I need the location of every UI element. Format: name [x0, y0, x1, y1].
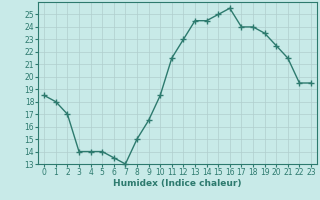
X-axis label: Humidex (Indice chaleur): Humidex (Indice chaleur) — [113, 179, 242, 188]
